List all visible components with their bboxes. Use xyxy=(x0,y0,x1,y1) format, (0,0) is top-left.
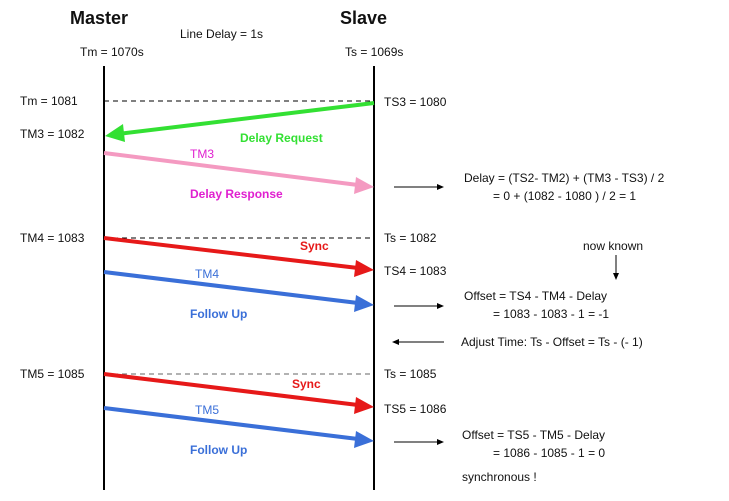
label-tm5: TM5 = 1085 xyxy=(20,367,85,381)
synchronous-note: synchronous ! xyxy=(462,470,537,484)
offset-result-2: = 1086 - 1085 - 1 = 0 xyxy=(493,446,605,460)
delay-formula: Delay = (TS2- TM2) + (TM3 - TS3) / 2 xyxy=(464,171,665,185)
label-ts4: TS4 = 1083 xyxy=(384,264,447,278)
slave-initial-time: Ts = 1069s xyxy=(345,45,403,59)
delay-request-arrowhead xyxy=(105,124,125,142)
sync-arrowhead-1 xyxy=(354,260,374,277)
delay-response-arrow xyxy=(103,151,359,187)
follow-up-arrow-2 xyxy=(103,406,359,441)
delay-result: = 0 + (1082 - 1080 ) / 2 = 1 xyxy=(493,189,636,203)
pointer-arrow-adjust xyxy=(392,339,444,345)
label-tm4: TM4 = 1083 xyxy=(20,231,85,245)
label-ts-1082: Ts = 1082 xyxy=(384,231,437,245)
now-known-note: now known xyxy=(583,239,643,253)
offset-formula-2: Offset = TS5 - TM5 - Delay xyxy=(462,428,605,442)
label-tm-1081: Tm = 1081 xyxy=(20,94,78,108)
delay-response-arrowhead xyxy=(354,177,374,194)
delay-response-label: Delay Response xyxy=(190,187,283,201)
follow-up-arrowhead-2 xyxy=(354,431,374,448)
sync-arrow-1 xyxy=(103,236,359,270)
follow-up-label-1: Follow Up xyxy=(190,307,247,321)
now-known-down-arrow xyxy=(613,255,619,280)
follow-up-tag-1: TM4 xyxy=(195,267,219,281)
follow-up-arrow-1 xyxy=(103,270,359,305)
label-ts3: TS3 = 1080 xyxy=(384,95,447,109)
sync-label-1: Sync xyxy=(300,239,329,253)
adjust-time-note: Adjust Time: Ts - Offset = Ts - (- 1) xyxy=(461,335,643,349)
sync-arrowhead-2 xyxy=(354,397,374,414)
sync-label-2: Sync xyxy=(292,377,321,391)
pointer-arrow-offset-2 xyxy=(394,439,444,445)
follow-up-tag-2: TM5 xyxy=(195,403,219,417)
master-initial-time: Tm = 1070s xyxy=(80,45,144,59)
label-ts5: TS5 = 1086 xyxy=(384,402,447,416)
label-ts-1085: Ts = 1085 xyxy=(384,367,437,381)
follow-up-label-2: Follow Up xyxy=(190,443,247,457)
label-tm3: TM3 = 1082 xyxy=(20,127,85,141)
line-delay-label: Line Delay = 1s xyxy=(180,27,263,41)
offset-formula-1: Offset = TS4 - TM4 - Delay xyxy=(464,289,607,303)
delay-request-arrow xyxy=(117,101,375,136)
pointer-arrow-offset-1 xyxy=(394,303,444,309)
pointer-arrow-delay xyxy=(394,184,444,190)
slave-header: Slave xyxy=(340,8,387,28)
delay-request-label: Delay Request xyxy=(240,131,323,145)
master-header: Master xyxy=(70,8,128,28)
follow-up-arrowhead-1 xyxy=(354,295,374,312)
offset-result-1: = 1083 - 1083 - 1 = -1 xyxy=(493,307,609,321)
delay-response-tag: TM3 xyxy=(190,147,214,161)
sync-arrow-2 xyxy=(103,372,359,407)
